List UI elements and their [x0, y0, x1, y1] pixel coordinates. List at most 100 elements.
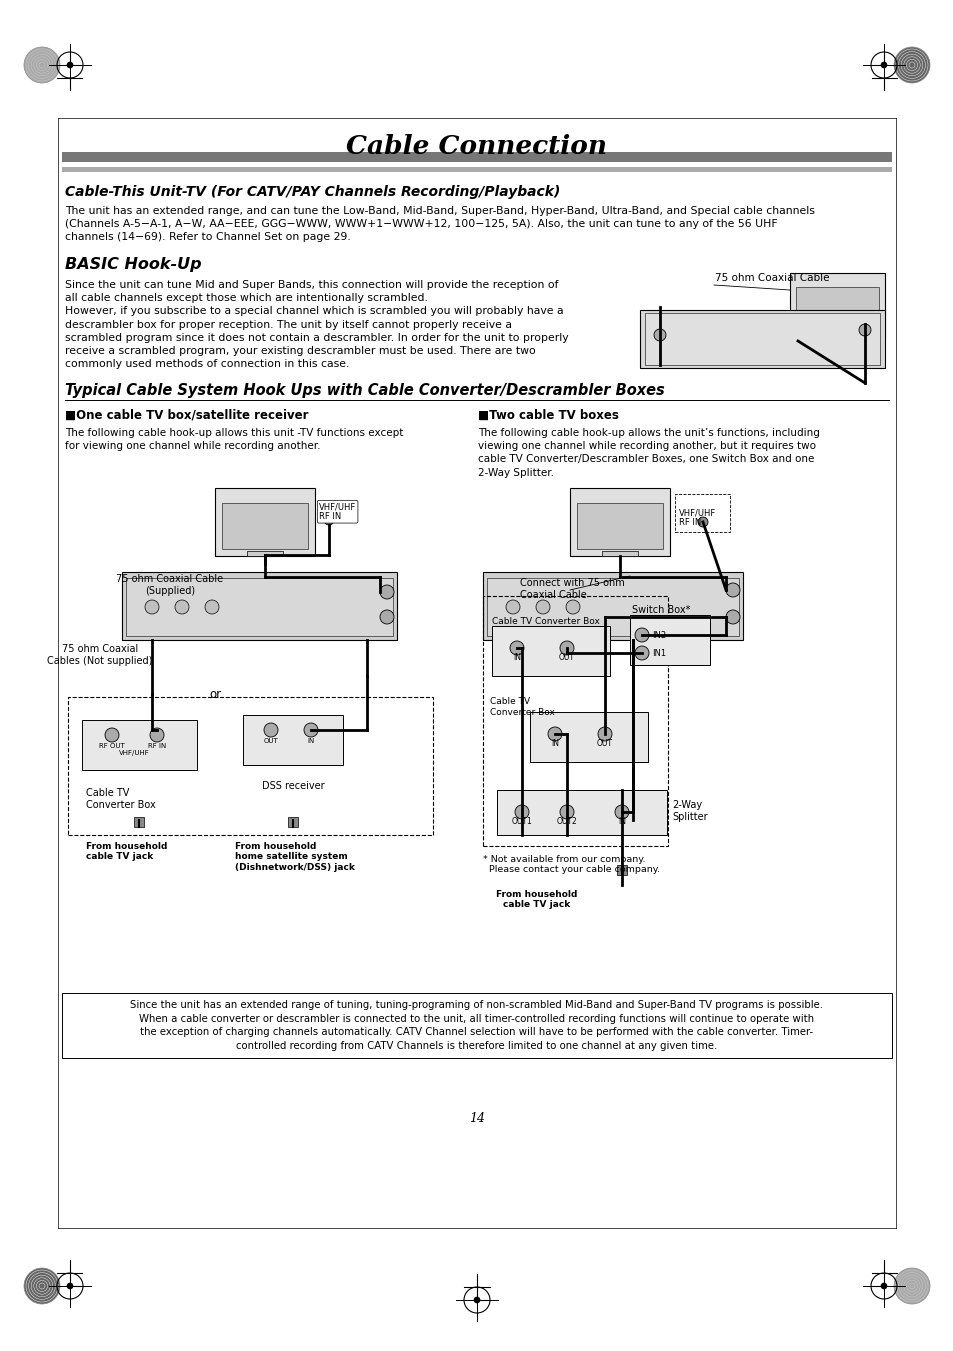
Circle shape — [698, 517, 707, 527]
Text: Cable TV
Converter Box: Cable TV Converter Box — [86, 788, 155, 809]
Circle shape — [304, 723, 317, 738]
Text: OUT1: OUT1 — [511, 817, 532, 827]
Bar — [789, 273, 884, 338]
Text: BASIC Hook-Up: BASIC Hook-Up — [65, 258, 201, 273]
Circle shape — [536, 600, 550, 613]
Text: From household
cable TV jack: From household cable TV jack — [496, 890, 578, 909]
Text: OUT: OUT — [263, 738, 278, 744]
Text: From household
cable TV jack: From household cable TV jack — [86, 842, 167, 862]
Circle shape — [510, 640, 523, 655]
Circle shape — [893, 1269, 929, 1304]
Bar — [133, 817, 144, 827]
Text: 75 ohm Coaxial Cable: 75 ohm Coaxial Cable — [714, 273, 828, 282]
Bar — [288, 817, 297, 827]
Bar — [821, 332, 851, 338]
Circle shape — [379, 611, 394, 624]
Text: IN: IN — [618, 817, 625, 827]
Text: The following cable hook-up allows this unit -TV functions except
for viewing on: The following cable hook-up allows this … — [65, 428, 403, 451]
Circle shape — [559, 640, 574, 655]
Circle shape — [725, 611, 740, 624]
Text: Cable TV
Converter Box: Cable TV Converter Box — [490, 697, 555, 716]
Circle shape — [559, 805, 574, 819]
Circle shape — [205, 600, 219, 613]
Circle shape — [24, 1269, 60, 1304]
Text: * Not available from our company.
  Please contact your cable company.: * Not available from our company. Please… — [482, 855, 659, 874]
Circle shape — [474, 1297, 479, 1302]
Text: 14: 14 — [469, 1112, 484, 1124]
Text: IN: IN — [551, 739, 558, 748]
Text: 75 ohm Coaxial Cable
(Supplied): 75 ohm Coaxial Cable (Supplied) — [116, 574, 223, 596]
Bar — [214, 488, 314, 557]
Text: RF OUT: RF OUT — [99, 743, 125, 748]
Text: Since the unit has an extended range of tuning, tuning-programing of non-scrambl: Since the unit has an extended range of … — [131, 1000, 822, 1051]
Text: From household
home satellite system
(Dishnetwork/DSS) jack: From household home satellite system (Di… — [234, 842, 355, 871]
Bar — [629, 615, 709, 665]
Text: The following cable hook-up allows the unit’s functions, including
viewing one c: The following cable hook-up allows the u… — [477, 428, 819, 478]
Bar — [126, 578, 393, 636]
Bar — [569, 488, 669, 557]
Circle shape — [654, 330, 665, 340]
Text: DSS receiver: DSS receiver — [261, 781, 324, 790]
Text: VHF/UHF
RF IN: VHF/UHF RF IN — [318, 503, 355, 521]
Text: Cable-This Unit-TV (For CATV/PAY Channels Recording/Playback): Cable-This Unit-TV (For CATV/PAY Channel… — [65, 185, 559, 199]
Bar — [82, 720, 196, 770]
Circle shape — [105, 728, 119, 742]
Text: 75 ohm Coaxial
Cables (Not supplied): 75 ohm Coaxial Cables (Not supplied) — [48, 644, 152, 666]
Text: VHF/UHF: VHF/UHF — [118, 750, 150, 757]
Circle shape — [893, 47, 929, 82]
Circle shape — [145, 600, 159, 613]
Circle shape — [67, 1283, 73, 1289]
Circle shape — [635, 646, 648, 661]
Circle shape — [598, 727, 612, 740]
Text: Since the unit can tune Mid and Super Bands, this connection will provide the re: Since the unit can tune Mid and Super Ba… — [65, 280, 568, 369]
Text: or: or — [209, 689, 221, 701]
Circle shape — [264, 723, 277, 738]
Bar — [482, 571, 742, 640]
Bar — [675, 494, 729, 532]
Bar — [62, 993, 891, 1058]
Bar — [644, 313, 879, 365]
Text: IN2: IN2 — [651, 631, 665, 639]
Text: OUT2: OUT2 — [556, 817, 577, 827]
Bar — [601, 551, 638, 557]
Bar — [530, 712, 647, 762]
Text: ■One cable TV box/satellite receiver: ■One cable TV box/satellite receiver — [65, 408, 308, 422]
Bar — [68, 697, 433, 835]
Circle shape — [565, 600, 579, 613]
Bar — [482, 596, 667, 846]
Bar — [492, 626, 609, 676]
Bar — [247, 551, 283, 557]
Bar — [222, 503, 308, 549]
Text: ■Two cable TV boxes: ■Two cable TV boxes — [477, 408, 618, 422]
Circle shape — [547, 727, 561, 740]
Circle shape — [880, 62, 886, 68]
Text: IN: IN — [307, 738, 314, 744]
Bar — [617, 865, 626, 875]
Text: OUT: OUT — [558, 654, 575, 662]
Bar — [243, 715, 343, 765]
Text: Cable TV Converter Box: Cable TV Converter Box — [492, 616, 599, 626]
Text: 2-Way
Splitter: 2-Way Splitter — [671, 800, 707, 821]
Circle shape — [324, 515, 334, 526]
Circle shape — [24, 47, 60, 82]
Text: Cable Connection: Cable Connection — [346, 135, 607, 159]
Text: Connect with 75 ohm
Coaxial Cable: Connect with 75 ohm Coaxial Cable — [519, 578, 624, 600]
Bar — [497, 790, 666, 835]
Bar — [62, 153, 891, 162]
Bar — [577, 503, 662, 549]
Bar — [122, 571, 396, 640]
Text: RF IN: RF IN — [148, 743, 166, 748]
Text: VHF/UHF
RF IN: VHF/UHF RF IN — [679, 508, 716, 527]
Text: OUT: OUT — [597, 739, 613, 748]
Bar — [639, 309, 884, 367]
Bar — [486, 578, 739, 636]
Text: IN1: IN1 — [651, 648, 665, 658]
Circle shape — [515, 805, 529, 819]
Bar — [795, 286, 878, 332]
Circle shape — [635, 628, 648, 642]
Text: Switch Box*: Switch Box* — [631, 605, 690, 615]
Text: The unit has an extended range, and can tune the Low-Band, Mid-Band, Super-Band,: The unit has an extended range, and can … — [65, 205, 814, 242]
Circle shape — [725, 584, 740, 597]
Circle shape — [150, 728, 164, 742]
Text: IN: IN — [513, 654, 520, 662]
